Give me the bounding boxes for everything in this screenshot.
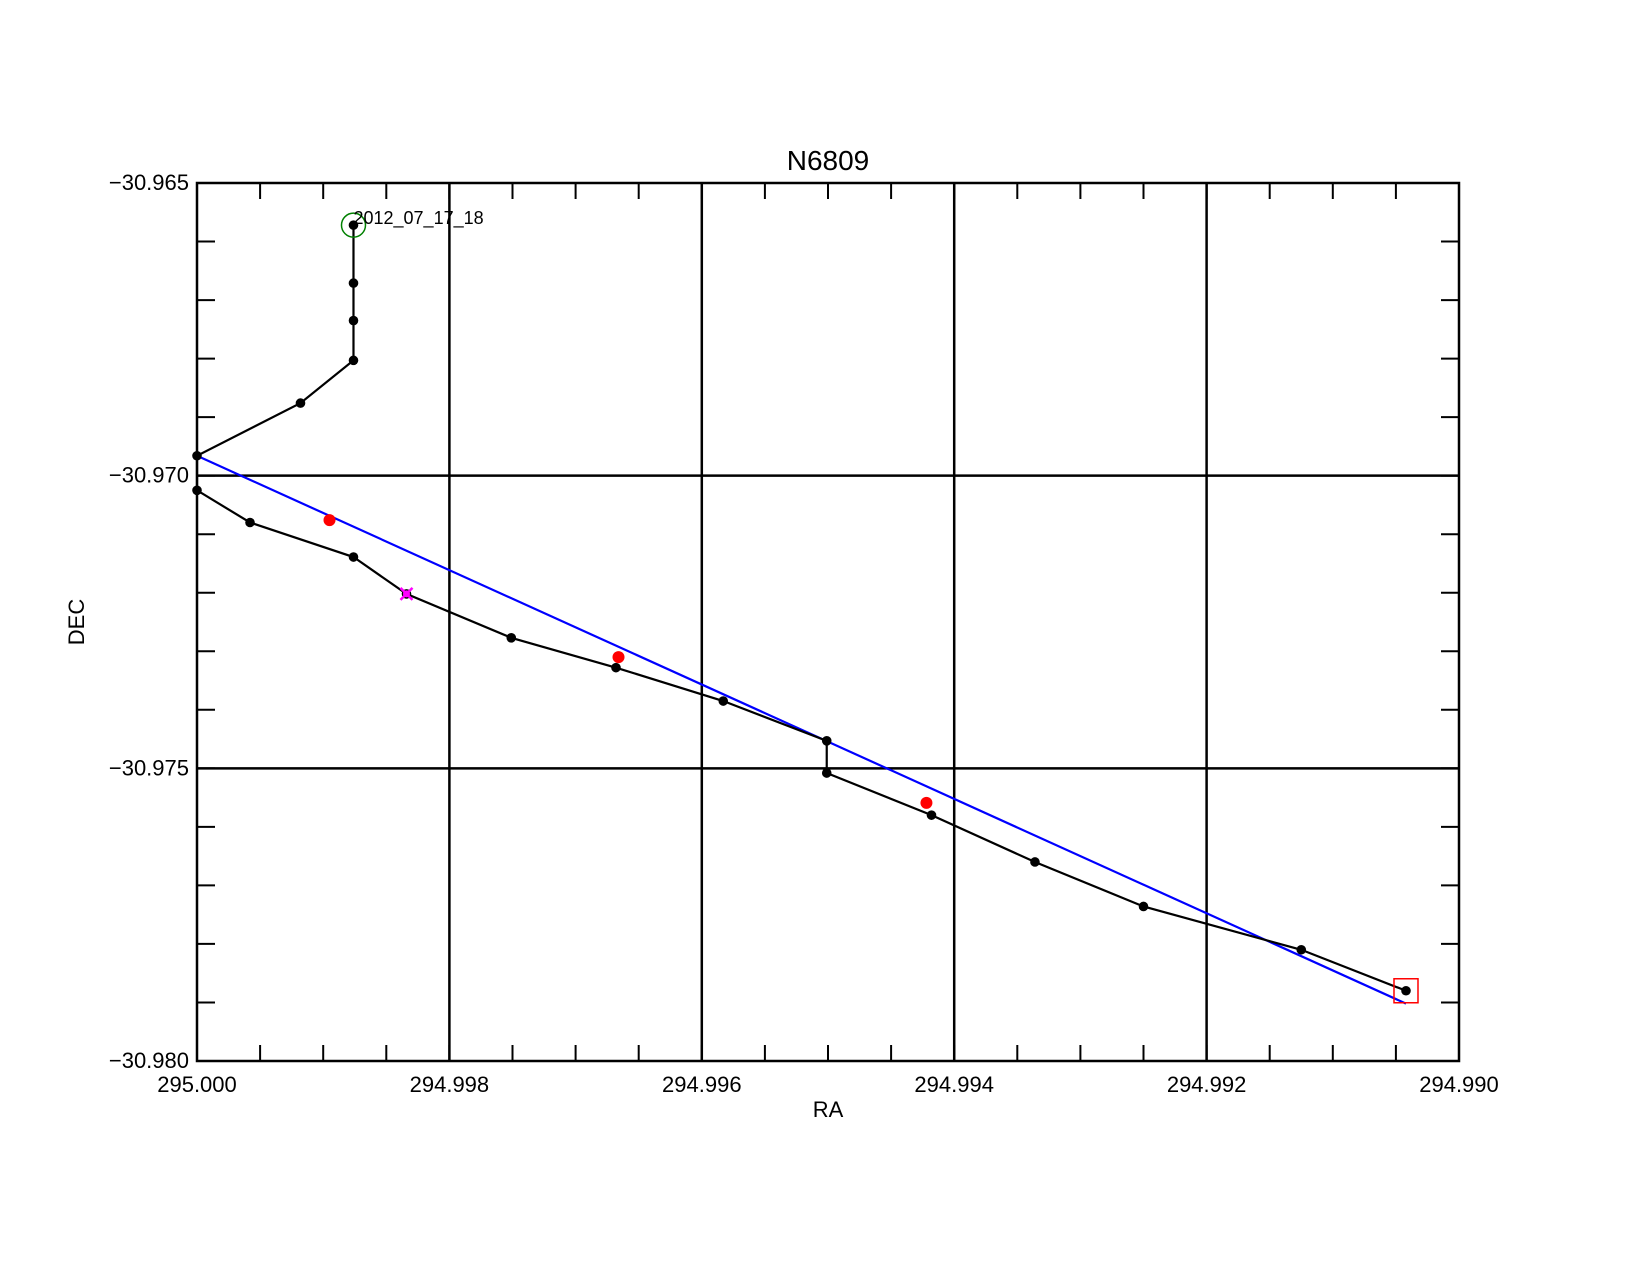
- track-point: [348, 315, 359, 326]
- track-point: [295, 398, 306, 408]
- x-axis-title: RA: [813, 1097, 844, 1122]
- track-point: [1296, 944, 1307, 955]
- y-tick-label: −30.980: [109, 1048, 189, 1073]
- x-tick-label: 294.990: [1419, 1072, 1499, 1097]
- track-point: [611, 662, 621, 673]
- end-marker: [1393, 978, 1419, 1004]
- cross-marker-center: [402, 590, 410, 598]
- minor-ticks: [197, 183, 1459, 1061]
- highlight-point: [323, 514, 336, 527]
- track-point: [348, 220, 359, 230]
- y-tick-label: −30.965: [109, 170, 189, 195]
- highlight-point: [920, 796, 933, 809]
- track-point: [348, 552, 359, 562]
- y-axis-title: DEC: [64, 599, 89, 646]
- track-point: [506, 633, 517, 643]
- y-tick-label: −30.975: [109, 755, 189, 780]
- fit-line: [196, 454, 1407, 1005]
- track-point: [718, 696, 729, 706]
- track-point: [821, 768, 832, 778]
- y-tick-label: −30.970: [109, 463, 189, 488]
- start-marker: [340, 212, 367, 238]
- track-point: [1138, 901, 1149, 912]
- marker-layer: 2012_07_17_18: [192, 208, 1419, 1004]
- plot-frame: [195, 181, 1461, 1063]
- tick-labels: 295.000 294.998 294.996 294.994 294.992 294.9…: [109, 170, 1499, 1097]
- x-tick-label: 295.000: [157, 1072, 237, 1097]
- track-point: [1401, 985, 1411, 996]
- track-line: [195, 225, 1407, 992]
- highlight-point: [612, 651, 625, 664]
- track-point: [348, 355, 359, 366]
- track-point: [348, 278, 359, 288]
- grid: [197, 183, 1459, 1061]
- x-tick-label: 294.996: [662, 1072, 742, 1097]
- track-point: [926, 810, 937, 820]
- x-tick-label: 294.994: [914, 1072, 994, 1097]
- track-point: [1030, 857, 1040, 867]
- track-point: [821, 736, 832, 746]
- chart-title: N6809: [787, 145, 870, 176]
- x-tick-label: 294.998: [410, 1072, 490, 1097]
- series-layer: [195, 225, 1407, 1005]
- track-point: [245, 517, 255, 528]
- x-tick-label: 294.992: [1167, 1072, 1247, 1097]
- start-date-annotation: 2012_07_17_18: [353, 208, 483, 229]
